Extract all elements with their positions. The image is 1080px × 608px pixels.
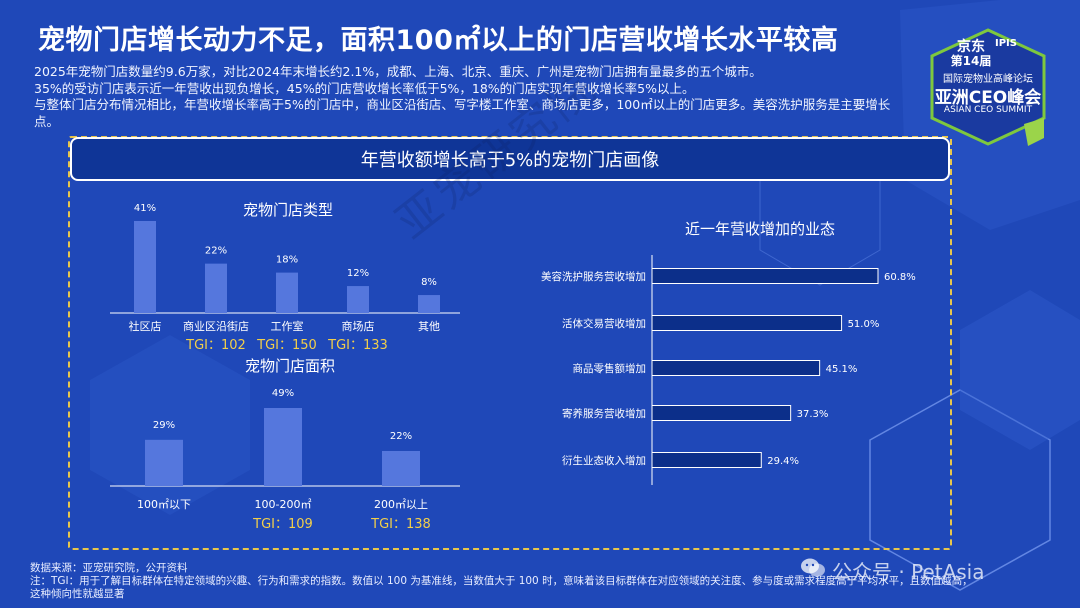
tgi-label-store-type: TGI：150 (256, 338, 317, 353)
description-line-1: 2025年宠物门店数量约9.6万家，对比2024年末增长约2.1%，成都、上海、… (34, 64, 762, 79)
tgi-note-line-2: 这种倾向性就越显著 (30, 588, 125, 600)
page-title: 宠物门店增长动力不足，面积100㎡以上的门店营收增长水平较高 (38, 25, 839, 56)
badge-summit-en: ASIAN CEO SUMMIT (943, 105, 1033, 115)
summit-badge: 京东 IPIS 第14届 国际宠物业高峰论坛 亚洲CEO峰会 ASIAN CEO… (928, 28, 1048, 146)
tgi-label-store-area: TGI：138 (370, 517, 431, 532)
bar-growth (651, 452, 762, 468)
tick-label-store-area: 100㎡以下 (137, 498, 191, 511)
wechat-label: 公众号 · PetAsia (832, 560, 985, 584)
tick-label-store-type: 工作室 (271, 319, 304, 333)
data-label-store-type: 18% (276, 255, 298, 266)
data-label-store-area: 22% (390, 431, 412, 442)
data-label-store-area: 49% (272, 388, 294, 399)
tick-label-store-type: 社区店 (129, 319, 162, 333)
data-label-store-area: 29% (153, 420, 175, 431)
badge-hexagon-shape (930, 28, 1046, 146)
tick-label-store-type: 商场店 (342, 319, 375, 333)
data-label-store-type: 22% (205, 246, 227, 257)
chart-title-growth: 近一年营收增加的业态 (685, 220, 835, 238)
description-line-2: 35%的受访门店表示近一年营收出现负增长，45%的门店营收增长率低于5%，18%… (34, 80, 695, 96)
tgi-note-line: 注：TGI：用于了解目标群体在特定领域的兴趣、行为和需求的指数。数值以 100 … (30, 575, 973, 587)
bar-growth (651, 268, 879, 284)
wechat-watermark: 公众号 · PetAsia (800, 556, 984, 585)
bar-store-type (276, 272, 298, 313)
chart-title-store-area: 宠物门店面积 (245, 357, 335, 375)
tick-label-store-area: 100-200㎡ (255, 498, 312, 511)
tgi-label-store-area: TGI：109 (252, 517, 313, 532)
tick-label-growth: 美容洗护服务营收增加 (541, 270, 646, 283)
description: 2025年宠物门店数量约9.6万家，对比2024年末增长约2.1%，成都、上海、… (34, 64, 914, 130)
bar-growth (651, 360, 821, 376)
source-note: 数据来源：亚宠研究院，公开资料 注：TGI：用于了解目标群体在特定领域的兴趣、行… (30, 562, 1050, 601)
bar-store-type (418, 295, 440, 313)
tgi-label-store-type: TGI：102 (185, 338, 246, 353)
tick-label-store-type: 商业区沿街店 (183, 319, 249, 333)
badge-ipis: IPIS (995, 38, 1017, 49)
data-label-growth: 37.3% (797, 409, 829, 420)
badge-forum: 国际宠物业高峰论坛 (943, 74, 1033, 85)
tick-label-growth: 寄养服务营收增加 (562, 407, 646, 420)
bar-store-type (134, 221, 156, 313)
bar-growth (651, 405, 792, 421)
wechat-icon (800, 557, 826, 584)
data-label-growth: 51.0% (848, 319, 880, 330)
data-label-store-type: 8% (421, 277, 437, 288)
source-line: 数据来源：亚宠研究院，公开资料 (30, 562, 188, 574)
data-label-growth: 45.1% (826, 364, 858, 375)
data-label-store-type: 41% (134, 203, 156, 214)
data-label-growth: 29.4% (767, 456, 799, 467)
data-label-growth: 60.8% (884, 272, 916, 283)
bar-store-area (264, 408, 302, 486)
tick-label-growth: 衍生业态收入增加 (562, 454, 646, 467)
tick-label-store-area: 200㎡以上 (374, 498, 428, 511)
tick-label-growth: 活体交易营收增加 (562, 317, 646, 330)
tick-label-growth: 商品零售额增加 (573, 362, 647, 375)
badge-edition: 第14届 (950, 54, 992, 68)
bar-store-type (205, 263, 227, 313)
tgi-label-store-type: TGI：133 (327, 338, 388, 353)
badge-brand: 京东 (957, 39, 985, 55)
chart-banner: 年营收额增长高于5%的宠物门店画像 (70, 137, 950, 181)
data-label-store-type: 12% (347, 268, 369, 279)
bar-store-area (382, 450, 420, 486)
bar-growth (651, 315, 843, 331)
badge-summit-cn: 亚洲CEO峰会 (934, 88, 1042, 108)
bar-store-type (347, 286, 369, 313)
tick-label-store-type: 其他 (418, 320, 440, 333)
description-line-3: 与整体门店分布情况相比，年营收增长率高于5%的门店中，商业区沿街店、写字楼工作室… (34, 97, 891, 129)
chart-title-store-type: 宠物门店类型 (243, 201, 333, 219)
bar-store-area (145, 439, 183, 486)
